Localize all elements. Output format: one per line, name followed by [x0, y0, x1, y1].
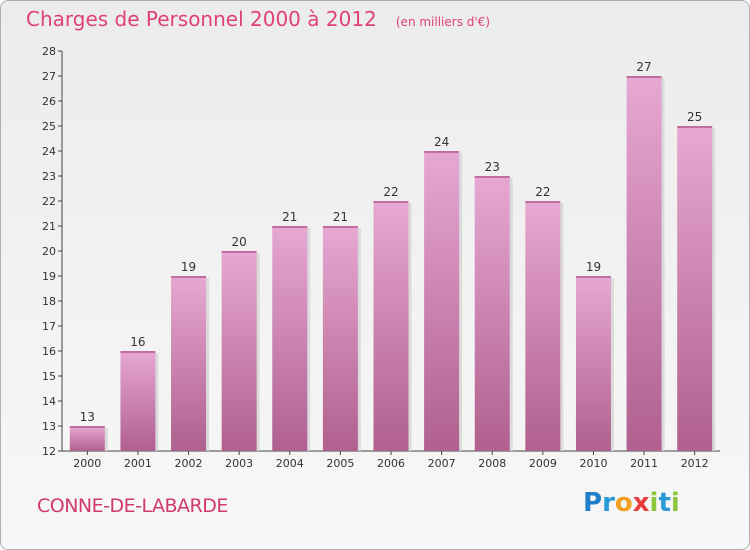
data-label: 19: [181, 260, 196, 274]
logo-letter: r: [602, 488, 615, 518]
bar: [272, 226, 308, 451]
bar-top-edge: [373, 201, 409, 203]
logo-letter: x: [632, 488, 650, 518]
bar-top-edge: [677, 126, 713, 128]
data-label: 24: [434, 135, 449, 149]
bar: [322, 226, 358, 451]
y-tick-label: 12: [42, 445, 56, 458]
data-label: 23: [485, 160, 500, 174]
bar: [474, 176, 510, 451]
x-tick-label: 2011: [630, 457, 658, 470]
bar: [677, 126, 713, 451]
data-label: 27: [636, 60, 651, 74]
y-tick-label: 16: [42, 345, 56, 358]
bar-top-edge: [69, 426, 105, 428]
bar-top-edge: [474, 176, 510, 178]
bar: [525, 201, 561, 451]
y-tick-label: 21: [42, 220, 56, 233]
x-tick-label: 2010: [579, 457, 607, 470]
bar: [171, 276, 207, 451]
y-tick-label: 24: [42, 145, 56, 158]
data-label: 21: [282, 210, 297, 224]
title-row: Charges de Personnel 2000 à 2012 (en mil…: [26, 7, 490, 31]
x-tick-label: 2004: [276, 457, 304, 470]
x-tick-label: 2009: [529, 457, 557, 470]
x-tick-label: 2006: [377, 457, 405, 470]
y-tick-label: 22: [42, 195, 56, 208]
y-tick-label: 13: [42, 420, 56, 433]
y-tick-label: 19: [42, 270, 56, 283]
bar: [424, 151, 460, 451]
y-tick-label: 17: [42, 320, 56, 333]
bar-top-edge: [171, 276, 207, 278]
bar-top-edge: [221, 251, 257, 253]
bar-top-edge: [272, 226, 308, 228]
y-tick-label: 25: [42, 120, 56, 133]
bar-top-edge: [120, 351, 156, 353]
y-tick-label: 27: [42, 70, 56, 83]
bar: [221, 251, 257, 451]
data-label: 22: [383, 185, 398, 199]
logo-letter: i: [670, 488, 680, 518]
x-tick-label: 2000: [73, 457, 101, 470]
y-tick-label: 26: [42, 95, 56, 108]
y-tick-label: 23: [42, 170, 56, 183]
bar: [373, 201, 409, 451]
bar-top-edge: [525, 201, 561, 203]
logo-letter: i: [649, 488, 659, 518]
data-label: 20: [232, 235, 247, 249]
y-tick-label: 14: [42, 395, 56, 408]
data-label: 22: [535, 185, 550, 199]
bar-top-edge: [322, 226, 358, 228]
bar-top-edge: [626, 76, 662, 78]
y-tick-label: 20: [42, 245, 56, 258]
data-label: 16: [130, 335, 145, 349]
x-tick-label: 2007: [428, 457, 456, 470]
x-tick-label: 2003: [225, 457, 253, 470]
chart-subtitle: (en milliers d'€): [395, 15, 490, 29]
logo-letter: o: [614, 488, 633, 518]
x-tick-label: 2001: [124, 457, 152, 470]
bar: [626, 76, 662, 451]
bar-top-edge: [575, 276, 611, 278]
bar: [69, 426, 105, 451]
data-label: 21: [333, 210, 348, 224]
data-label: 13: [80, 410, 95, 424]
proxiti-logo[interactable]: Proxiti: [583, 488, 680, 518]
bar-top-edge: [424, 151, 460, 153]
logo-letter: t: [658, 488, 671, 518]
x-tick-label: 2012: [681, 457, 709, 470]
y-tick-label: 18: [42, 295, 56, 308]
x-tick-label: 2002: [175, 457, 203, 470]
data-label: 25: [687, 110, 702, 124]
bar: [120, 351, 156, 451]
y-tick-label: 15: [42, 370, 56, 383]
y-tick-label: 28: [42, 45, 56, 58]
logo-letter: P: [583, 488, 603, 518]
x-tick-label: 2008: [478, 457, 506, 470]
commune-name: CONNE-DE-LABARDE: [37, 495, 228, 517]
bar: [575, 276, 611, 451]
data-label: 19: [586, 260, 601, 274]
x-tick-label: 2005: [326, 457, 354, 470]
chart-title: Charges de Personnel 2000 à 2012: [26, 7, 377, 31]
